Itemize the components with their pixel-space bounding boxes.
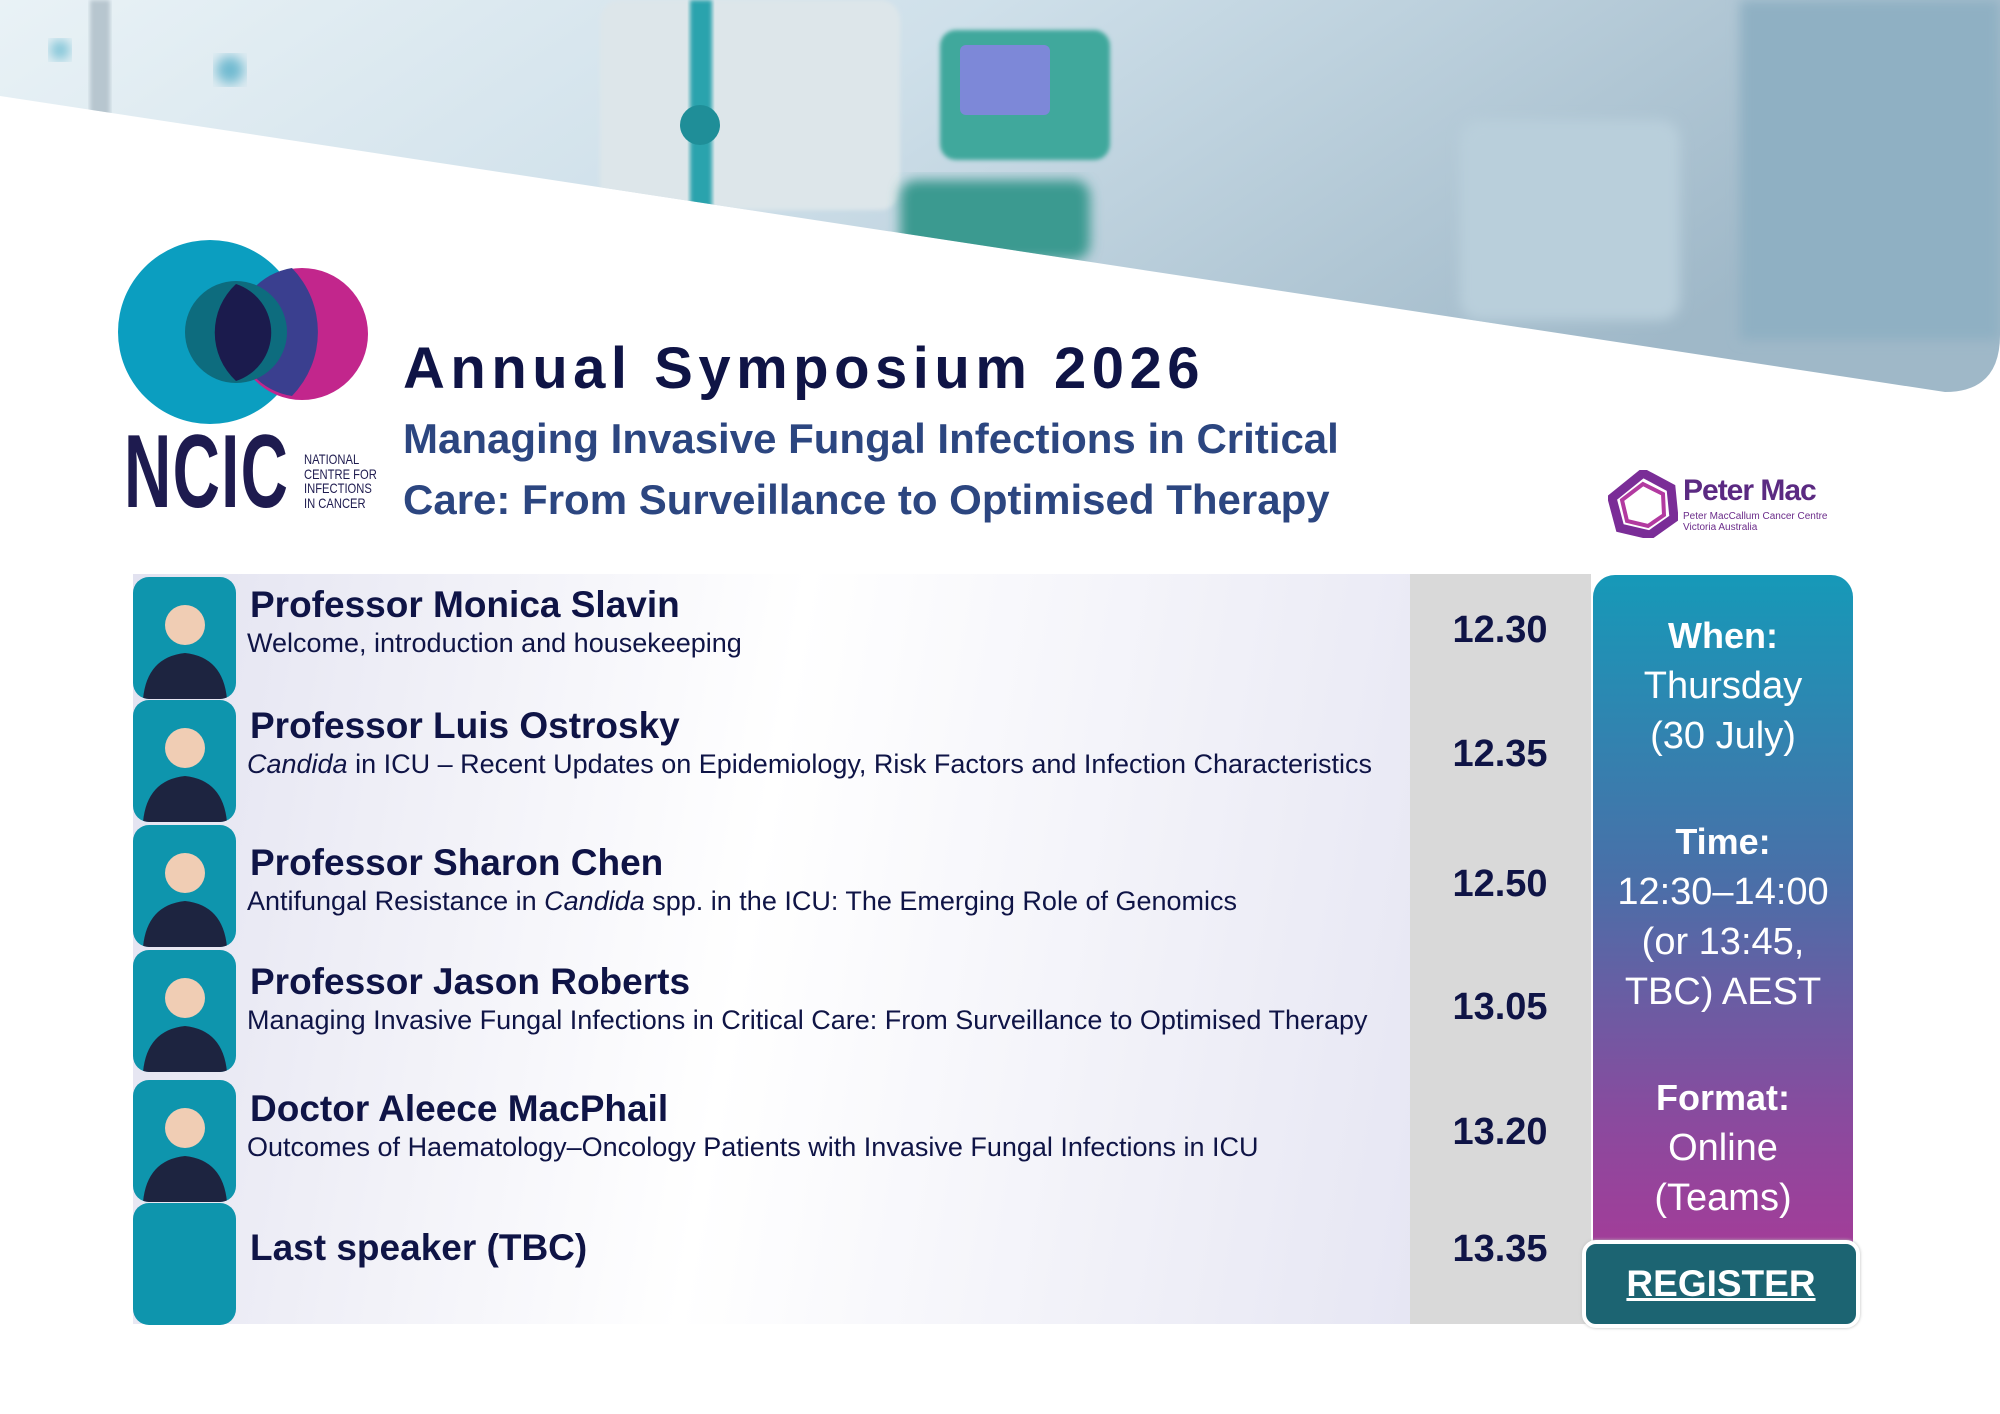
detail-block: Time: 12:30–14:00 (or 13:45, TBC) AEST (1593, 817, 1853, 1017)
speaker-name: Last speaker (TBC) (250, 1227, 588, 1268)
speaker-photo (133, 1203, 236, 1325)
logo-subtext-line: IN CANCER (304, 494, 366, 511)
description-text: Antifungal Resistance in (247, 886, 545, 916)
talk-time: 13.05 (1452, 986, 1548, 1028)
speaker-name: Professor Jason Roberts (250, 961, 691, 1002)
talk-description: Managing Invasive Fungal Infections in C… (247, 1005, 1397, 1035)
register-button[interactable]: REGISTER (1582, 1240, 1860, 1328)
description-text: spp. in the ICU: The Emerging Role of Ge… (644, 886, 1238, 916)
speaker-name: Professor Monica Slavin (250, 584, 680, 625)
talk-time: 13.20 (1452, 1111, 1548, 1153)
description-text: Candida (247, 749, 348, 779)
speaker-photo (133, 577, 236, 699)
ncic-logo (118, 240, 368, 424)
detail-label: Time: (1675, 821, 1771, 862)
speaker-silhouette (143, 1108, 227, 1202)
speaker-photo (133, 700, 236, 822)
detail-line: (Teams) (1654, 1177, 1792, 1219)
detail-line: (or 13:45, (1641, 921, 1805, 963)
talk-description: Candida in ICU – Recent Updates on Epide… (247, 749, 1397, 779)
peter-mac-logo-mark (1608, 470, 1678, 538)
description-text: in ICU – Recent Updates on Epidemiology,… (347, 749, 1373, 779)
detail-block: Format: Online (Teams) (1593, 1073, 1853, 1223)
speaker-silhouette (143, 728, 227, 822)
detail-line: Online (1668, 1127, 1778, 1169)
talk-time: 13.35 (1452, 1228, 1548, 1270)
talk-time: 12.35 (1452, 733, 1548, 775)
speaker-name: Doctor Aleece MacPhail (250, 1088, 669, 1129)
talk-description: Antifungal Resistance in Candida spp. in… (247, 886, 1397, 916)
description-text: Welcome, introduction and housekeeping (247, 628, 742, 658)
partner-subtext-line: Victoria Australia (1683, 522, 1758, 533)
detail-block: When: Thursday (30 July) (1593, 611, 1853, 761)
detail-line: (30 July) (1650, 715, 1796, 757)
subtitle: Managing Invasive Fungal Infections in C… (403, 408, 1339, 530)
schedule-panel (133, 574, 1410, 1324)
description-text: Outcomes of Haematology–Oncology Patient… (247, 1132, 1259, 1162)
details-panel: When: Thursday (30 July) Time: 12:30–14:00 (o… (1593, 575, 1853, 1256)
speaker-name: Professor Luis Ostrosky (250, 705, 680, 746)
partner-name: Peter Mac (1683, 474, 1817, 507)
detail-line: TBC) AEST (1624, 971, 1822, 1013)
talk-time: 12.50 (1452, 863, 1548, 905)
speaker-silhouette (143, 605, 227, 699)
speaker-photo (133, 1080, 236, 1202)
speaker-name: Professor Sharon Chen (250, 842, 664, 883)
speaker-photo (133, 825, 236, 947)
subtitle-line: Care: From Surveillance to Optimised The… (403, 476, 1330, 523)
speaker-silhouette (143, 978, 227, 1072)
speaker-photo (133, 950, 236, 1072)
detail-label: When: (1668, 615, 1778, 656)
partner-subtext-line: Peter MacCallum Cancer Centre (1683, 511, 1828, 522)
detail-label: Format: (1656, 1077, 1790, 1118)
detail-line: Thursday (1643, 665, 1803, 707)
logo-subtext-line: CENTRE FOR (304, 465, 377, 482)
speaker-silhouette (143, 853, 227, 947)
talk-description: Welcome, introduction and housekeeping (247, 628, 1397, 658)
talk-description: Outcomes of Haematology–Oncology Patient… (247, 1132, 1397, 1162)
partner-subtext: Peter MacCallum Cancer Centre Victoria Au… (1683, 511, 1828, 533)
logo-subtext-line: INFECTIONS (304, 480, 372, 496)
subtitle-line: Managing Invasive Fungal Infections in C… (403, 415, 1339, 462)
detail-line: 12:30–14:00 (1617, 871, 1829, 913)
logo-text: NCIC (124, 414, 290, 530)
logo-subtext-line: NATIONAL (304, 451, 360, 467)
description-text: Candida (544, 886, 645, 916)
talk-time: 12.30 (1452, 609, 1548, 651)
logo-subtext: NATIONAL CENTRE FOR INFECTIONS IN CANCER (304, 452, 377, 510)
time-column (1410, 574, 1591, 1324)
description-text: Managing Invasive Fungal Infections in C… (247, 1005, 1368, 1035)
title: Annual Symposium 2026 (403, 336, 1206, 401)
